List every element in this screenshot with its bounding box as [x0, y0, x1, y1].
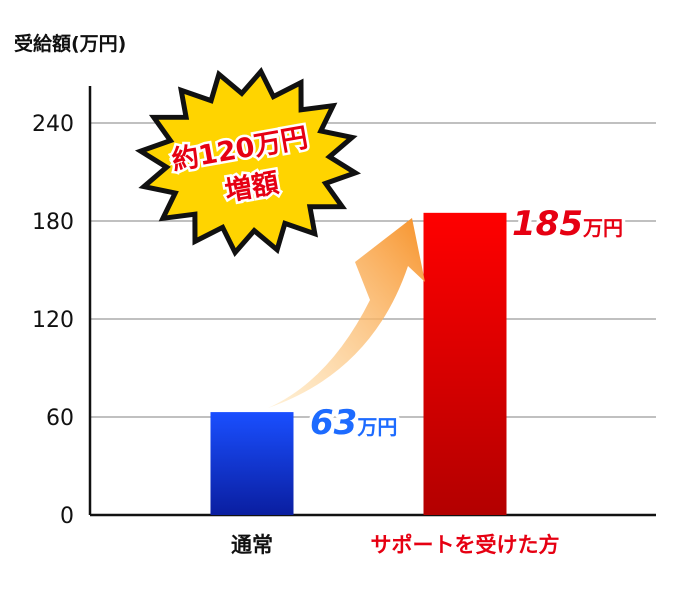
value-label-1: 63万円	[310, 403, 397, 443]
y-tick-label: 120	[32, 308, 74, 333]
y-tick-label: 240	[32, 112, 74, 137]
value-unit: 万円	[356, 415, 397, 439]
category-label-1: 通常	[231, 533, 273, 557]
increase-arrow	[268, 218, 425, 408]
value-number: 63	[310, 403, 357, 443]
value-unit: 万円	[582, 216, 623, 240]
category-label-2: サポートを受けた方	[371, 533, 560, 557]
y-tick-label: 180	[32, 210, 74, 235]
y-tick-label: 60	[46, 406, 74, 431]
y-tick-labels: 0 60 120 180 240	[32, 112, 74, 529]
increase-burst-badge: 約120万円 増額	[134, 67, 362, 257]
value-number: 185	[512, 204, 583, 244]
y-tick-label: 0	[60, 504, 74, 529]
bars	[210, 212, 507, 516]
bar-2	[423, 212, 507, 516]
category-labels: 通常 サポートを受けた方	[231, 533, 560, 557]
value-label-2: 185万円	[512, 204, 623, 244]
bar-1	[210, 412, 294, 515]
burst-shape	[134, 67, 362, 257]
y-axis-title: 受給額(万円)	[14, 32, 126, 55]
